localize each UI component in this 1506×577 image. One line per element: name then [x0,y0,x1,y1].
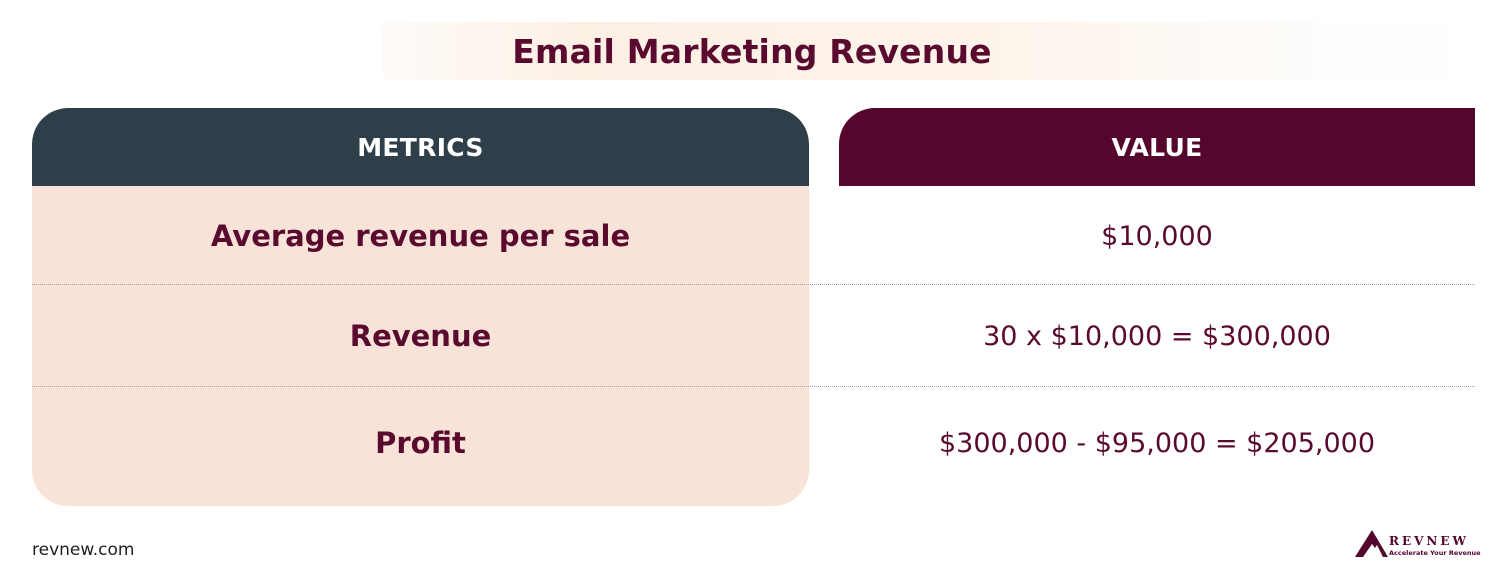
footer-url[interactable]: revnew.com [32,540,135,560]
table-row: Average revenue per sale $10,000 [32,188,1475,284]
title-band [382,22,1472,80]
logo-tagline: Accelerate Your Revenue [1389,548,1481,557]
value-cell: 30 x $10,000 = $300,000 [983,320,1331,352]
row-divider [32,284,1475,285]
row-divider [32,386,1475,387]
metric-cell: Revenue [349,319,492,353]
value-cell: $10,000 [1101,220,1213,252]
revnew-logo[interactable]: REVNEW Accelerate Your Revenue [1353,528,1481,558]
value-cell: $300,000 - $95,000 = $205,000 [938,427,1375,459]
value-header: VALUE [839,108,1475,186]
page-title: Email Marketing Revenue [512,31,992,71]
table-row: Profit $300,000 - $95,000 = $205,000 [32,388,1475,498]
logo-name: REVNEW [1389,533,1470,548]
mountain-triangle-icon [1355,530,1388,557]
table-row: Revenue 30 x $10,000 = $300,000 [32,286,1475,386]
metric-cell: Average revenue per sale [210,219,631,253]
metrics-column: METRICS [32,108,809,506]
metrics-header: METRICS [32,108,809,186]
metric-cell: Profit [375,426,466,460]
